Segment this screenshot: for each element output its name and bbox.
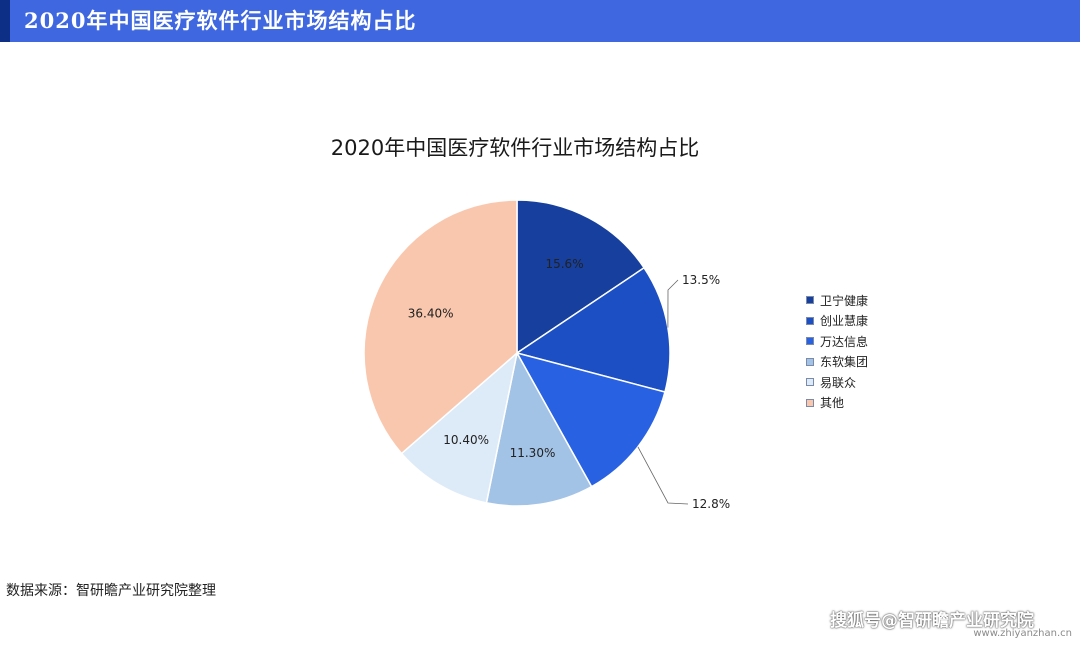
chart-title: 2020年中国医疗软件行业市场结构占比: [330, 136, 700, 160]
pie-slice-1: [516, 199, 646, 355]
legend-swatch: [806, 357, 814, 366]
data-source: 数据来源：智研瞻产业研究院整理: [6, 583, 216, 599]
leader-lines: [637, 279, 689, 505]
watermark-text: 搜狐号@智研瞻产业研究院: [830, 611, 1034, 631]
legend-item-3: 万达信息: [806, 331, 868, 352]
legend-item-5: 易联众: [806, 372, 868, 393]
legend-swatch: [806, 337, 814, 346]
header-bar: [0, 0, 1080, 42]
data-label-1: 15.6%: [545, 257, 583, 271]
legend-label: 卫宁健康: [820, 293, 869, 308]
legend-item-4: 东软集团: [806, 352, 868, 373]
legend-swatch: [806, 296, 814, 305]
legend-label: 其他: [820, 396, 845, 411]
pie-slice-6: [363, 199, 518, 455]
legend-swatch: [806, 378, 814, 387]
data-label-5: 10.40%: [443, 433, 489, 447]
leader-line-3: [637, 446, 689, 505]
leader-line-2: [667, 279, 679, 328]
data-labels: 15.6% 13.5% 12.8% 11.30% 10.40% 36.40%: [408, 257, 730, 511]
legend-label: 创业慧康: [820, 314, 869, 329]
data-label-2: 13.5%: [682, 273, 720, 287]
legend-item-2: 创业慧康: [806, 311, 868, 332]
legend-swatch: [806, 316, 814, 325]
pie-slices: [363, 199, 671, 507]
pie-slice-5: [400, 350, 519, 504]
legend-swatch: [806, 398, 814, 407]
pie-slice-2: [515, 266, 671, 393]
data-label-3: 12.8%: [692, 497, 730, 511]
legend-label: 东软集团: [820, 355, 869, 370]
data-label-4: 11.30%: [510, 446, 556, 460]
data-label-6: 36.40%: [408, 307, 454, 321]
legend-label: 易联众: [820, 375, 857, 390]
pie-slice-3: [515, 351, 666, 488]
legend-item-6: 其他: [806, 393, 868, 414]
page-title: 2020年中国医疗软件行业市场结构占比: [24, 8, 417, 33]
chart-legend: 卫宁健康创业慧康万达信息东软集团易联众其他: [806, 290, 868, 413]
header-accent: [0, 0, 10, 42]
legend-item-1: 卫宁健康: [806, 290, 868, 311]
pie-slice-4: [485, 350, 593, 507]
site-url: www.zhiyanzhan.cn: [973, 628, 1072, 639]
legend-label: 万达信息: [820, 334, 869, 349]
